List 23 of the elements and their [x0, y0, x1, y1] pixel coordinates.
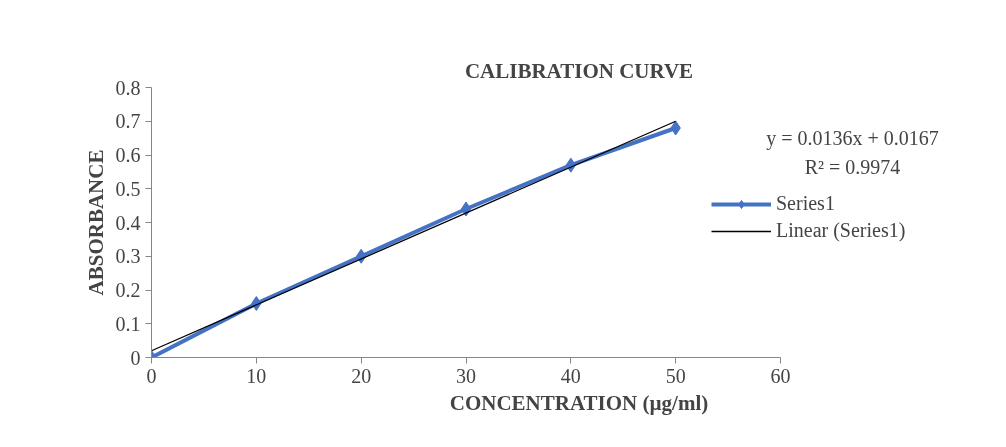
x-tick-label: 60 [770, 364, 791, 387]
y-tick-label: 0 [130, 346, 141, 369]
y-tick-label: 0.6 [115, 144, 141, 166]
text: R² = 0.9974 [804, 155, 901, 178]
y-axis-title: ABSORBANCE [83, 149, 108, 296]
y-tick-label: 0.4 [115, 211, 141, 234]
annotation: y = 0.0136x + 0.0167 [766, 126, 939, 150]
y-tick-label: 0.1 [115, 312, 141, 335]
y-tick-label: 0.5 [115, 177, 141, 200]
y-tick-label: 0.8 [115, 76, 141, 99]
legend-label: Series1 [776, 192, 835, 215]
y-tick-label: 0.3 [115, 245, 141, 268]
y-tick-label: 0.2 [115, 279, 141, 301]
x-axis-title: CONCENTRATION (µg/ml) [449, 390, 709, 415]
x-tick-label: 10 [246, 364, 267, 387]
x-tick-label: 20 [351, 364, 372, 387]
x-tick-label: 30 [456, 364, 476, 387]
x-tick-label: 40 [560, 364, 581, 387]
y-tick-label: 0.7 [115, 110, 141, 133]
x-tick-label: 0 [146, 364, 157, 387]
x-tick-label: 50 [665, 364, 686, 387]
legend-label: Linear (Series1) [776, 219, 906, 242]
chart-title: CALIBRATION CURVE [464, 58, 694, 83]
